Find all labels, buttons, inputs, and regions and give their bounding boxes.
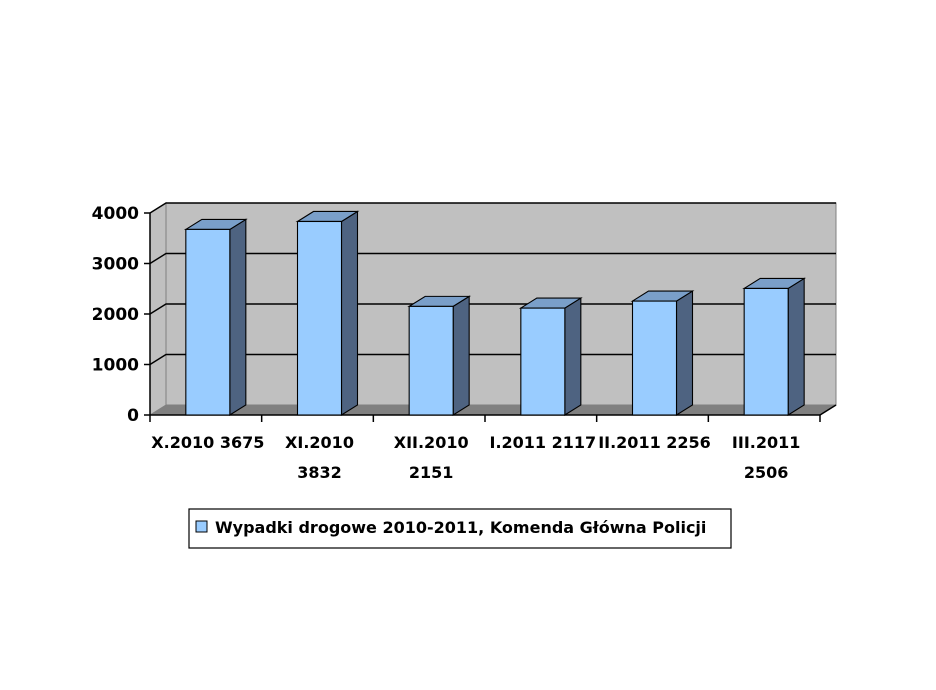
bar <box>630 290 695 416</box>
bar-side <box>229 218 247 416</box>
x-tick-label: I.2011 2117 <box>489 433 596 452</box>
y-tick-label: 3000 <box>92 255 139 275</box>
bar <box>742 277 807 416</box>
bar-front <box>631 300 678 416</box>
bar-front <box>185 228 231 416</box>
x-tick-label: XI.2010 <box>285 433 354 452</box>
bar <box>407 295 472 416</box>
bar-side <box>564 297 582 416</box>
bar <box>183 218 248 416</box>
bar-front <box>408 305 454 416</box>
gridlines <box>149 202 836 366</box>
gridline <box>149 353 836 366</box>
x-axis-ticks: X.2010 3675 XI.2010 3832 XII.2010 2151 I.2011… <box>149 415 821 482</box>
x-tick-label: 2506 <box>744 463 789 482</box>
y-tick-label: 2000 <box>92 305 139 325</box>
legend: Wypadki drogowe 2010-2011, Komenda Główn… <box>188 508 732 549</box>
bar-side <box>787 277 805 416</box>
floor <box>150 405 836 415</box>
bar <box>518 297 583 416</box>
bar-side <box>452 295 470 416</box>
bars <box>183 210 807 416</box>
gridline <box>149 303 836 315</box>
gridline <box>149 252 836 265</box>
legend-swatch <box>195 520 208 533</box>
x-tick-label: III.2011 <box>732 433 800 452</box>
bar-side <box>340 210 359 416</box>
x-tick-label: 3832 <box>297 463 342 482</box>
x-tick-label: II.2011 2256 <box>598 433 711 452</box>
floor-edge <box>819 404 837 416</box>
bar <box>295 210 360 416</box>
x-tick-label: X.2010 3675 <box>151 433 264 452</box>
bar-side <box>675 290 694 416</box>
bar-front <box>743 287 789 416</box>
y-tick-label: 1000 <box>92 356 139 376</box>
x-tick-label: 2151 <box>409 463 454 482</box>
legend-box <box>188 508 732 549</box>
plot-area <box>149 202 837 416</box>
y-tick-label: 4000 <box>92 204 139 224</box>
bar-front <box>520 307 566 416</box>
legend-label: Wypadki drogowe 2010-2011, Komenda Główn… <box>215 518 706 537</box>
gridline <box>149 202 836 214</box>
x-tick-label: XII.2010 <box>394 433 469 452</box>
y-tick-label: 0 <box>127 406 139 426</box>
bar-front <box>296 220 343 416</box>
y-axis-ticks: 0 1000 2000 3000 4000 <box>92 204 150 426</box>
